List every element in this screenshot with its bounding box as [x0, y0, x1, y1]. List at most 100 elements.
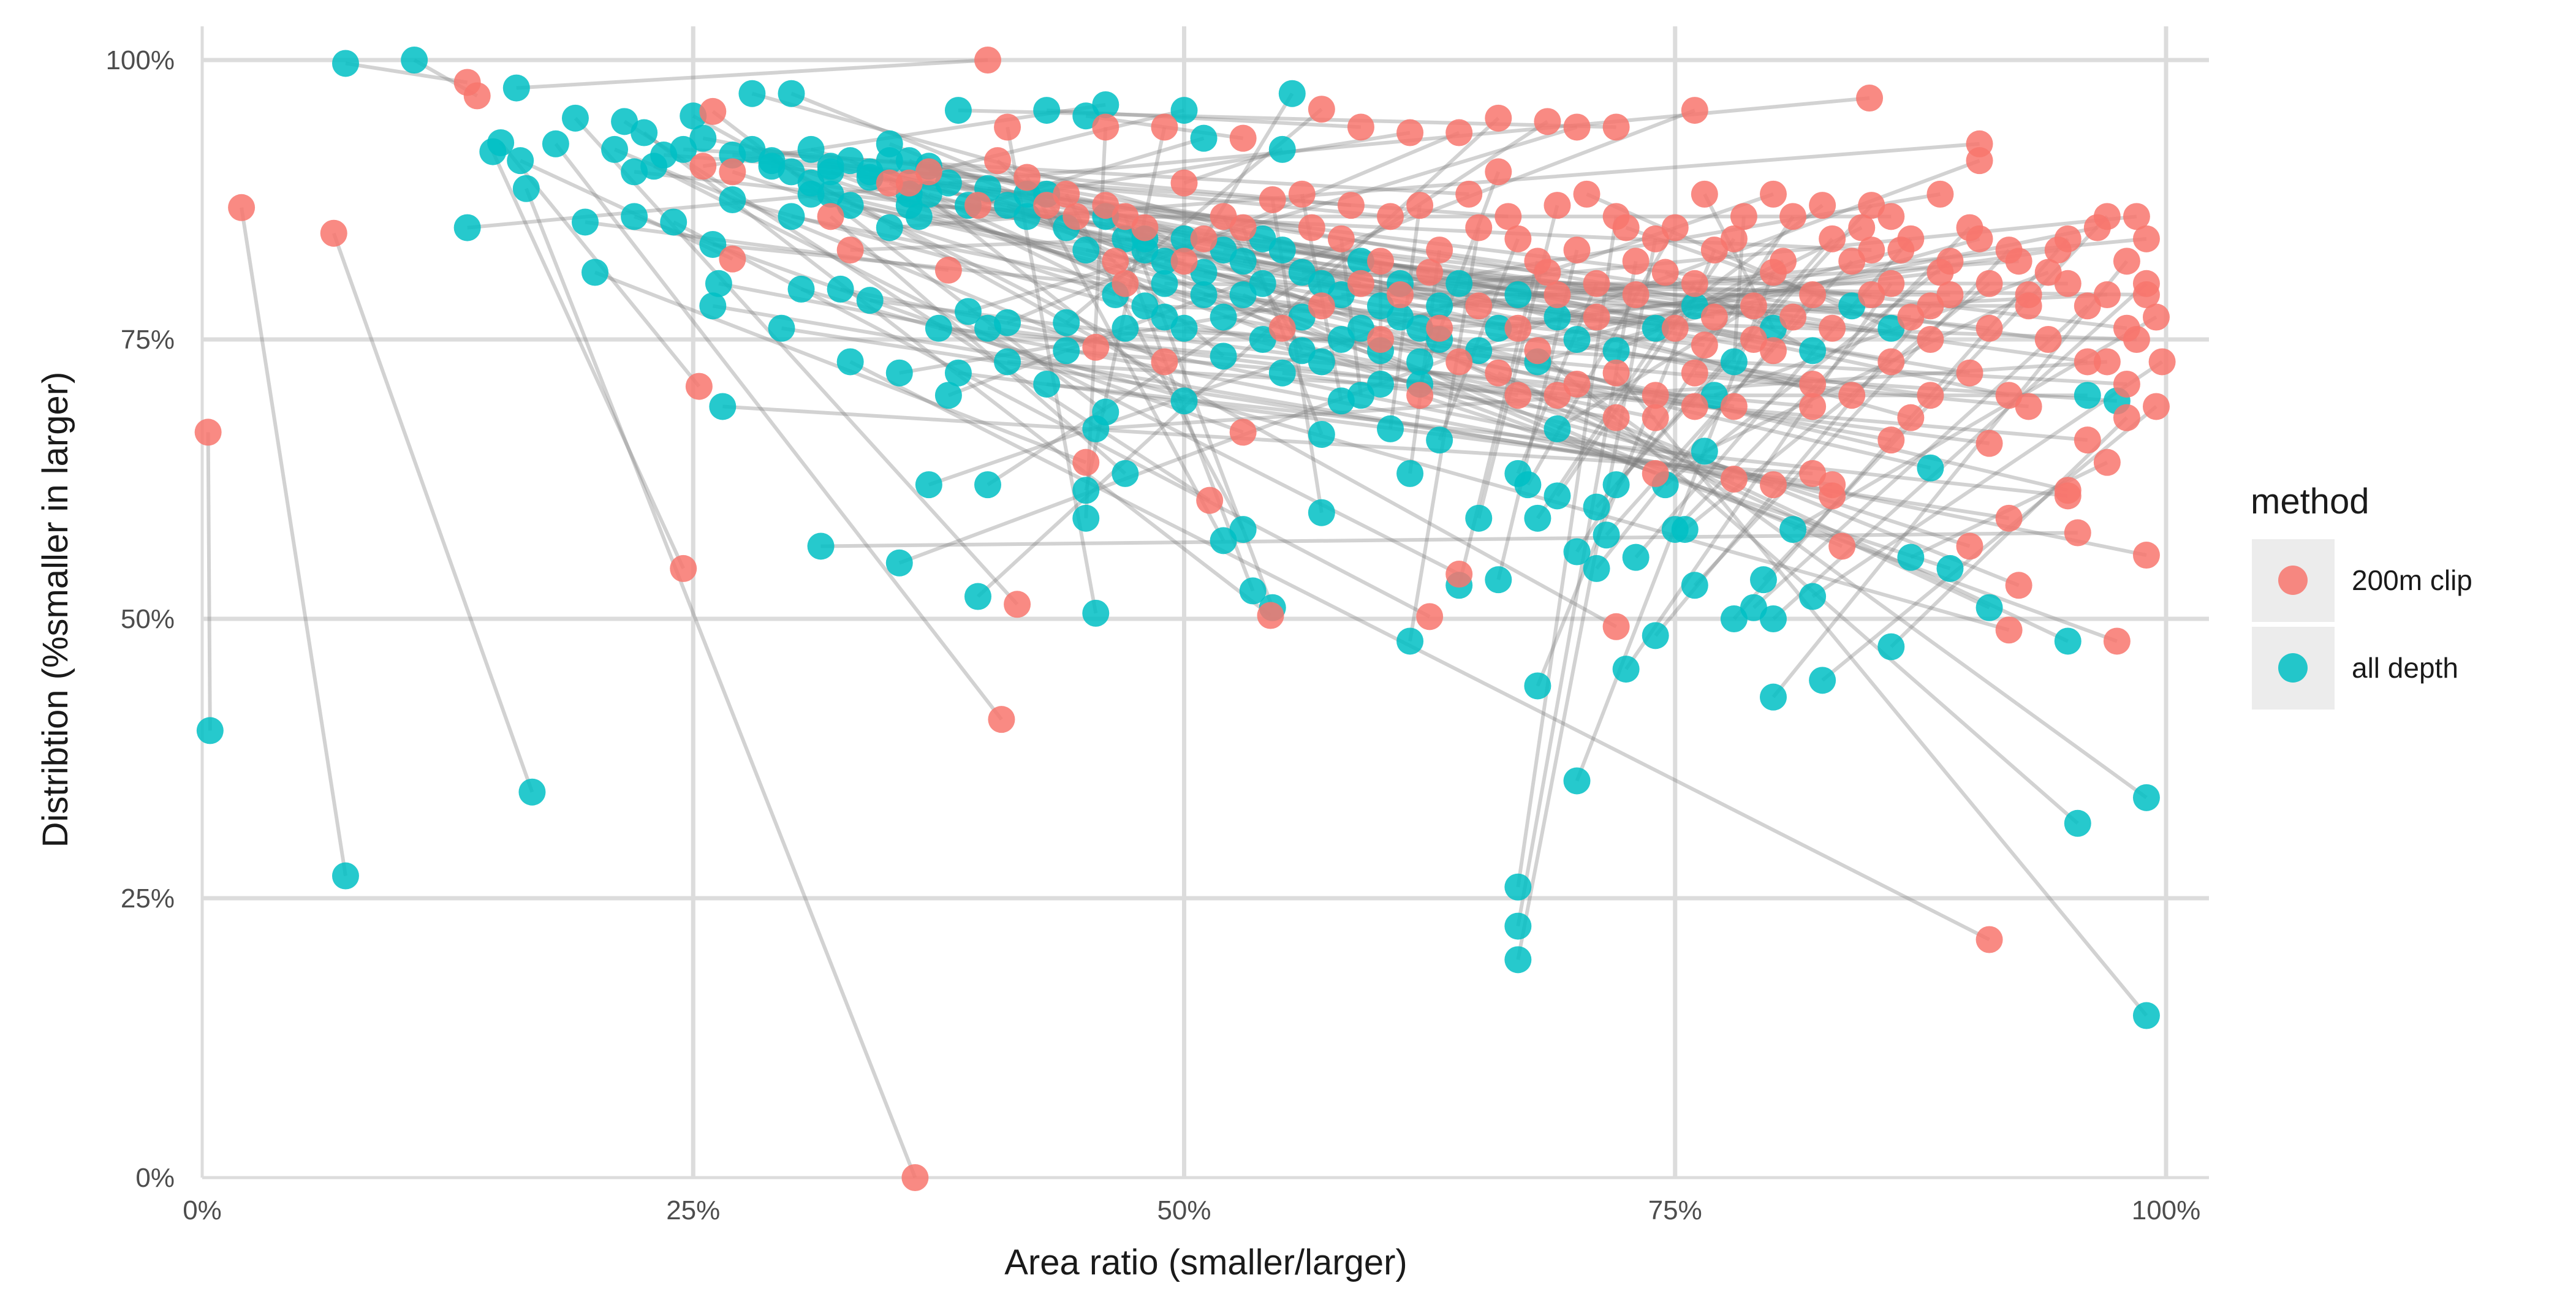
point-200m-clip	[1033, 192, 1061, 219]
point-200m-clip	[988, 706, 1015, 733]
pair-connector-line	[525, 187, 917, 1179]
point-all-depth	[621, 203, 648, 230]
legend-label-200m-clip: 200m clip	[2352, 564, 2472, 596]
point-200m-clip	[1544, 382, 1571, 409]
point-200m-clip	[964, 192, 991, 219]
point-all-depth	[1190, 281, 1218, 309]
point-all-depth	[1190, 259, 1218, 286]
point-200m-clip	[1799, 370, 1827, 398]
point-layer	[194, 47, 2176, 1191]
point-all-depth	[1249, 270, 1276, 297]
point-all-depth	[1327, 281, 1355, 309]
point-200m-clip	[1730, 203, 1757, 230]
point-all-depth	[1033, 97, 1061, 124]
point-all-depth	[1239, 577, 1267, 605]
point-all-depth	[699, 292, 727, 320]
point-200m-clip	[2132, 542, 2160, 569]
point-200m-clip	[1288, 180, 1316, 208]
point-200m-clip	[1426, 237, 1453, 264]
point-all-depth	[1602, 337, 1630, 365]
y-tick-label: 25%	[121, 884, 175, 914]
point-200m-clip	[1004, 591, 1031, 618]
point-200m-clip	[1112, 270, 1139, 297]
point-200m-clip	[1170, 169, 1198, 197]
point-all-depth	[1308, 270, 1335, 297]
point-200m-clip	[1956, 359, 1983, 387]
point-200m-clip	[1897, 404, 1925, 431]
point-all-depth	[1809, 667, 1836, 694]
point-200m-clip	[1612, 214, 1640, 241]
point-200m-clip	[1936, 281, 1964, 309]
point-200m-clip	[1926, 259, 1954, 286]
pair-connector-line	[663, 153, 1509, 219]
point-all-depth	[1367, 370, 1394, 398]
point-all-depth	[836, 147, 864, 175]
legend-marker-all-depth	[2278, 653, 2308, 683]
point-all-depth	[196, 717, 224, 744]
point-200m-clip	[1956, 532, 1983, 560]
point-200m-clip	[974, 47, 1001, 74]
point-200m-clip	[1848, 214, 1876, 241]
point-200m-clip	[1563, 113, 1591, 141]
point-200m-clip	[1308, 96, 1335, 123]
point-all-depth	[705, 270, 732, 297]
point-all-depth	[1387, 303, 1414, 331]
point-200m-clip	[1819, 314, 1846, 342]
point-200m-clip	[2074, 426, 2101, 454]
point-200m-clip	[2093, 449, 2121, 476]
point-200m-clip	[1210, 203, 1237, 230]
point-all-depth	[817, 180, 844, 208]
point-all-depth	[1210, 527, 1237, 554]
pair-connector-line	[1595, 237, 1834, 509]
pair-connector-line	[829, 215, 1127, 475]
point-200m-clip	[1760, 337, 1787, 365]
point-200m-clip	[1257, 602, 1284, 629]
point-200m-clip	[1642, 225, 1669, 252]
point-all-depth	[2064, 809, 2091, 837]
point-200m-clip	[1819, 471, 1846, 499]
point-200m-clip	[1642, 382, 1669, 409]
point-all-depth	[621, 158, 648, 186]
point-200m-clip	[1416, 603, 1444, 630]
point-200m-clip	[2148, 348, 2176, 376]
point-200m-clip	[1347, 270, 1374, 297]
y-tick-label: 75%	[121, 325, 175, 355]
pair-connector-line	[1282, 371, 1616, 420]
point-all-depth	[1485, 314, 1512, 342]
point-200m-clip	[1740, 326, 1767, 353]
point-200m-clip	[1661, 314, 1689, 342]
point-200m-clip	[1406, 382, 1434, 409]
point-all-depth	[1249, 225, 1276, 252]
point-all-depth	[738, 135, 766, 163]
point-200m-clip	[1858, 192, 1885, 219]
point-200m-clip	[1494, 203, 1522, 230]
pair-connector-line	[1575, 382, 2148, 800]
point-all-depth	[670, 135, 697, 163]
pair-connector-line	[467, 96, 1870, 230]
point-200m-clip	[817, 203, 844, 230]
point-200m-clip	[2064, 519, 2091, 547]
point-200m-clip	[1485, 104, 1512, 132]
point-all-depth	[944, 97, 972, 124]
point-all-depth	[1308, 348, 1335, 376]
point-all-depth	[768, 314, 795, 342]
point-all-depth	[1327, 326, 1355, 353]
point-200m-clip	[1887, 237, 1915, 264]
point-all-depth	[905, 203, 933, 230]
point-200m-clip	[1799, 281, 1827, 309]
point-200m-clip	[1544, 281, 1571, 309]
point-all-depth	[797, 135, 825, 163]
point-200m-clip	[1661, 214, 1689, 241]
pair-connector-line	[830, 192, 1116, 263]
point-200m-clip	[1877, 426, 1905, 454]
pair-connector-line	[1339, 238, 1363, 396]
point-200m-clip	[1858, 281, 1885, 309]
point-all-depth	[1877, 633, 1905, 660]
point-200m-clip	[2113, 248, 2140, 275]
point-200m-clip	[1602, 113, 1630, 141]
point-all-depth	[1288, 259, 1316, 286]
point-all-depth	[944, 359, 972, 387]
point-200m-clip	[1642, 460, 1669, 487]
point-all-depth	[401, 47, 428, 74]
point-all-depth	[925, 314, 952, 342]
